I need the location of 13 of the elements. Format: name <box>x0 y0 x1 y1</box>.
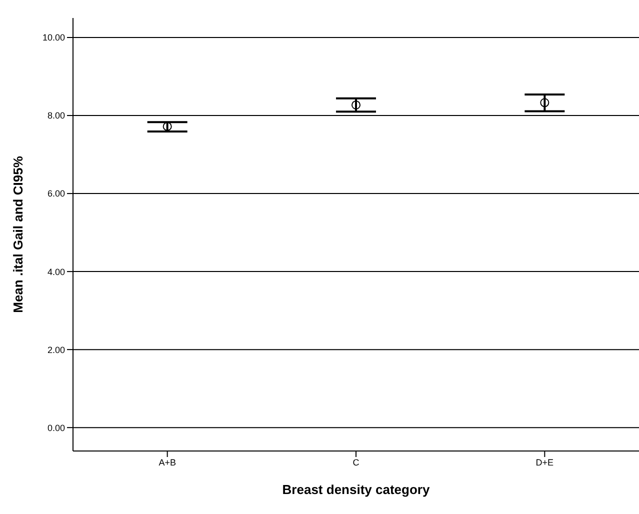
y-tick-label: 0.00 <box>47 422 65 433</box>
y-tick-label: 4.00 <box>47 266 65 277</box>
y-tick-label: 10.00 <box>42 32 65 43</box>
y-tick-label: 2.00 <box>47 344 65 355</box>
x-tick-label: C <box>352 457 360 468</box>
y-axis-title: Mean .ital Gail and CI95% <box>10 156 26 313</box>
x-tick-label: D+E <box>536 457 554 468</box>
x-axis-title: Breast density category <box>282 482 430 497</box>
y-tick-label: 6.00 <box>47 188 65 199</box>
y-tick-label: 8.00 <box>47 110 65 121</box>
point <box>352 100 360 110</box>
point <box>540 98 550 108</box>
x-tick-label: A+B <box>158 457 176 468</box>
